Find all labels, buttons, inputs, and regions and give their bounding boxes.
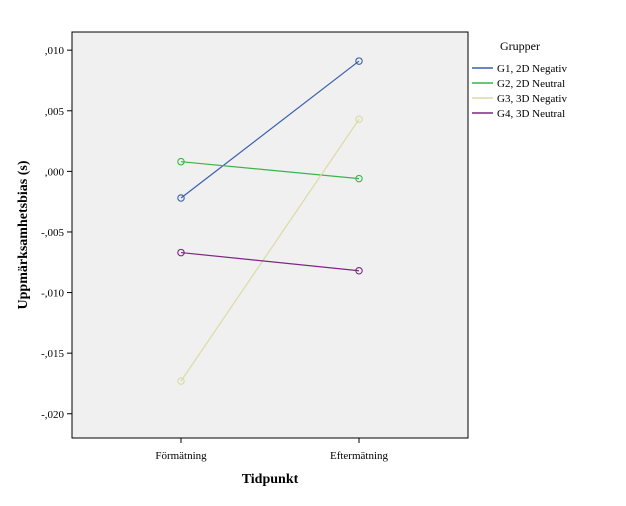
legend-items: G1, 2D Negativ G2, 2D Neutral G3, 3D Negat… — [472, 63, 567, 120]
data-point-marker — [177, 248, 185, 257]
legend-label: G1, 2D Negativ — [497, 63, 567, 75]
y-tick-label: ,000 — [45, 166, 65, 178]
legend-label: G3, 3D Negativ — [497, 93, 567, 105]
series-line — [180, 251, 360, 272]
legend-title: Grupper — [500, 39, 540, 53]
y-tick-label: -,020 — [41, 409, 64, 421]
y-tick-label: ,005 — [45, 106, 65, 118]
data-point-marker — [355, 174, 363, 183]
data-point-marker — [177, 377, 185, 385]
series-markers — [177, 57, 363, 385]
y-tick-label: ,010 — [45, 45, 65, 57]
legend-label: G4, 3D Neutral — [497, 108, 565, 120]
x-tick-label: Förmätning — [155, 450, 207, 462]
y-tick-label: -,005 — [41, 227, 64, 239]
y-axis-title: Uppmärksamhetsbias (s) — [16, 160, 31, 309]
x-axis-title: Tidpunkt — [242, 472, 299, 487]
y-tick-label: -,010 — [41, 288, 64, 300]
data-point-marker — [177, 194, 185, 202]
data-point-marker — [355, 115, 363, 124]
series-lines — [180, 60, 360, 382]
series-line — [180, 60, 360, 199]
series-line — [180, 118, 360, 382]
x-axis-ticks: Förmätning Eftermätning — [155, 438, 389, 462]
data-point-marker — [355, 57, 363, 65]
legend-label: G2, 2D Neutral — [497, 78, 565, 90]
legend: Grupper G1, 2D Negativ G2, 2D Neutral G3, … — [472, 39, 567, 120]
series-line — [180, 161, 360, 180]
data-point-marker — [355, 267, 363, 275]
x-tick-label: Eftermätning — [330, 450, 389, 462]
y-axis-ticks: ,010 ,005 ,000 -,005 -,010 -,015 -,020 — [41, 45, 72, 421]
y-tick-label: -,015 — [41, 348, 64, 360]
data-point-marker — [177, 157, 185, 166]
plot-area — [71, 31, 469, 439]
